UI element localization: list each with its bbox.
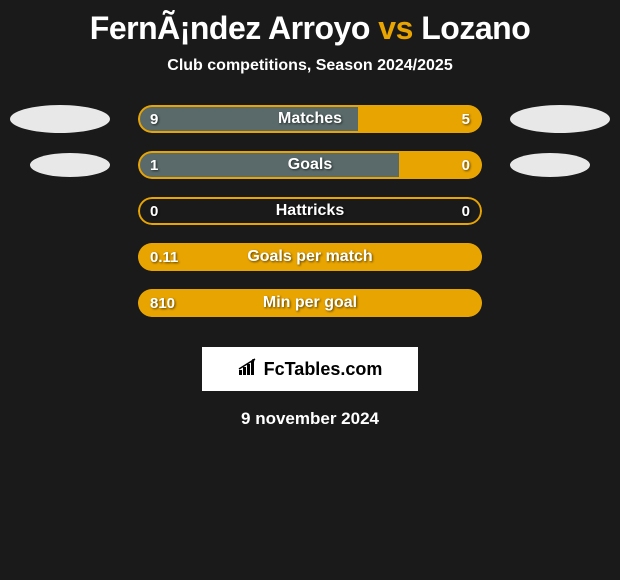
player1-avatar xyxy=(30,153,110,177)
chart-icon xyxy=(238,358,260,381)
stat-row: 10Goals xyxy=(10,151,610,179)
player2-name: Lozano xyxy=(421,10,530,46)
stat-bar: 10Goals xyxy=(138,151,482,179)
stat-label: Hattricks xyxy=(138,197,482,225)
stat-row: 810Min per goal xyxy=(10,289,610,317)
stat-value-left: 0 xyxy=(150,197,158,225)
comparison-widget: FernÃ¡ndez Arroyo vs Lozano Club competi… xyxy=(0,0,620,429)
player1-name: FernÃ¡ndez Arroyo xyxy=(90,10,370,46)
stat-row: 0.11Goals per match xyxy=(10,243,610,271)
player2-avatar xyxy=(510,153,590,177)
stat-bar: 810Min per goal xyxy=(138,289,482,317)
stat-row: 95Matches xyxy=(10,105,610,133)
stat-bar: 0 0Hattricks xyxy=(138,197,482,225)
vs-separator: vs xyxy=(378,10,413,46)
stat-value-right: 0 xyxy=(462,197,470,225)
player1-avatar xyxy=(10,105,110,133)
logo-label: FcTables.com xyxy=(264,359,383,380)
stats-list: 95Matches 10Goals 0 0Hattricks 0.11Goals per… xyxy=(10,105,610,335)
logo-text: FcTables.com xyxy=(238,358,383,381)
fctables-logo[interactable]: FcTables.com xyxy=(202,347,418,391)
subtitle: Club competitions, Season 2024/2025 xyxy=(167,57,452,75)
stat-row: 0 0Hattricks xyxy=(10,197,610,225)
date-text: 9 november 2024 xyxy=(241,409,379,429)
player2-avatar xyxy=(510,105,610,133)
stat-bar: 95Matches xyxy=(138,105,482,133)
page-title: FernÃ¡ndez Arroyo vs Lozano xyxy=(90,10,530,47)
stat-bar: 0.11Goals per match xyxy=(138,243,482,271)
